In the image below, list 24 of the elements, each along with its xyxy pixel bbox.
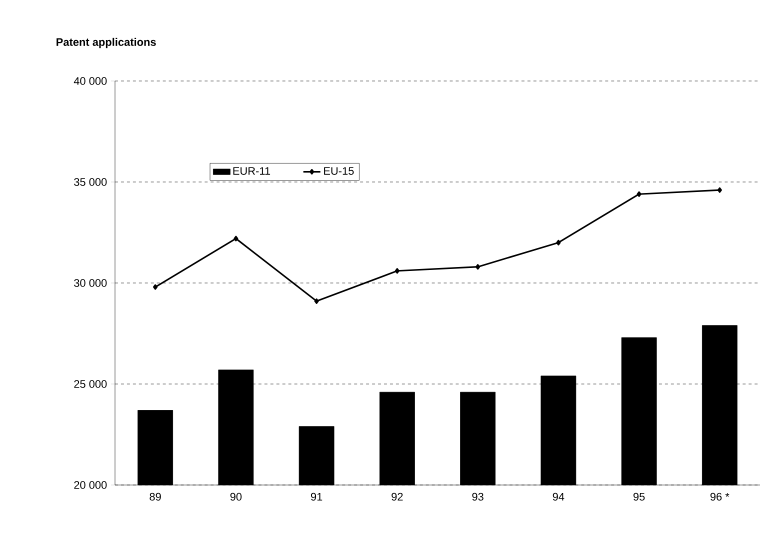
x-tick-label: 90 [230, 492, 242, 501]
x-tick-label: 96 * [710, 492, 730, 501]
point [636, 191, 642, 197]
point [717, 187, 722, 193]
x-tick-label: 93 [472, 492, 484, 501]
x-tick-label: 94 [552, 492, 564, 501]
point [234, 236, 238, 242]
y-tick-label: 40 000 [74, 77, 107, 85]
point [153, 284, 158, 290]
chart-title: Patent applications [56, 38, 156, 48]
y-tick-label: 30 000 [74, 279, 107, 287]
point [556, 240, 561, 246]
legend-label: EU-15 [324, 167, 354, 175]
point [314, 298, 319, 304]
point [476, 264, 480, 270]
y-tick-label: 25 000 [74, 380, 107, 388]
point [394, 268, 400, 274]
y-tick-label: 20 000 [74, 481, 107, 489]
legend-label: EUR-11 [233, 167, 270, 175]
y-tick-label: 35 000 [74, 178, 107, 186]
x-tick-label: 95 [633, 492, 645, 501]
x-tick-label: 92 [392, 492, 403, 501]
x-tick-label: 91 [310, 492, 322, 501]
x-tick-label: 89 [150, 492, 161, 501]
